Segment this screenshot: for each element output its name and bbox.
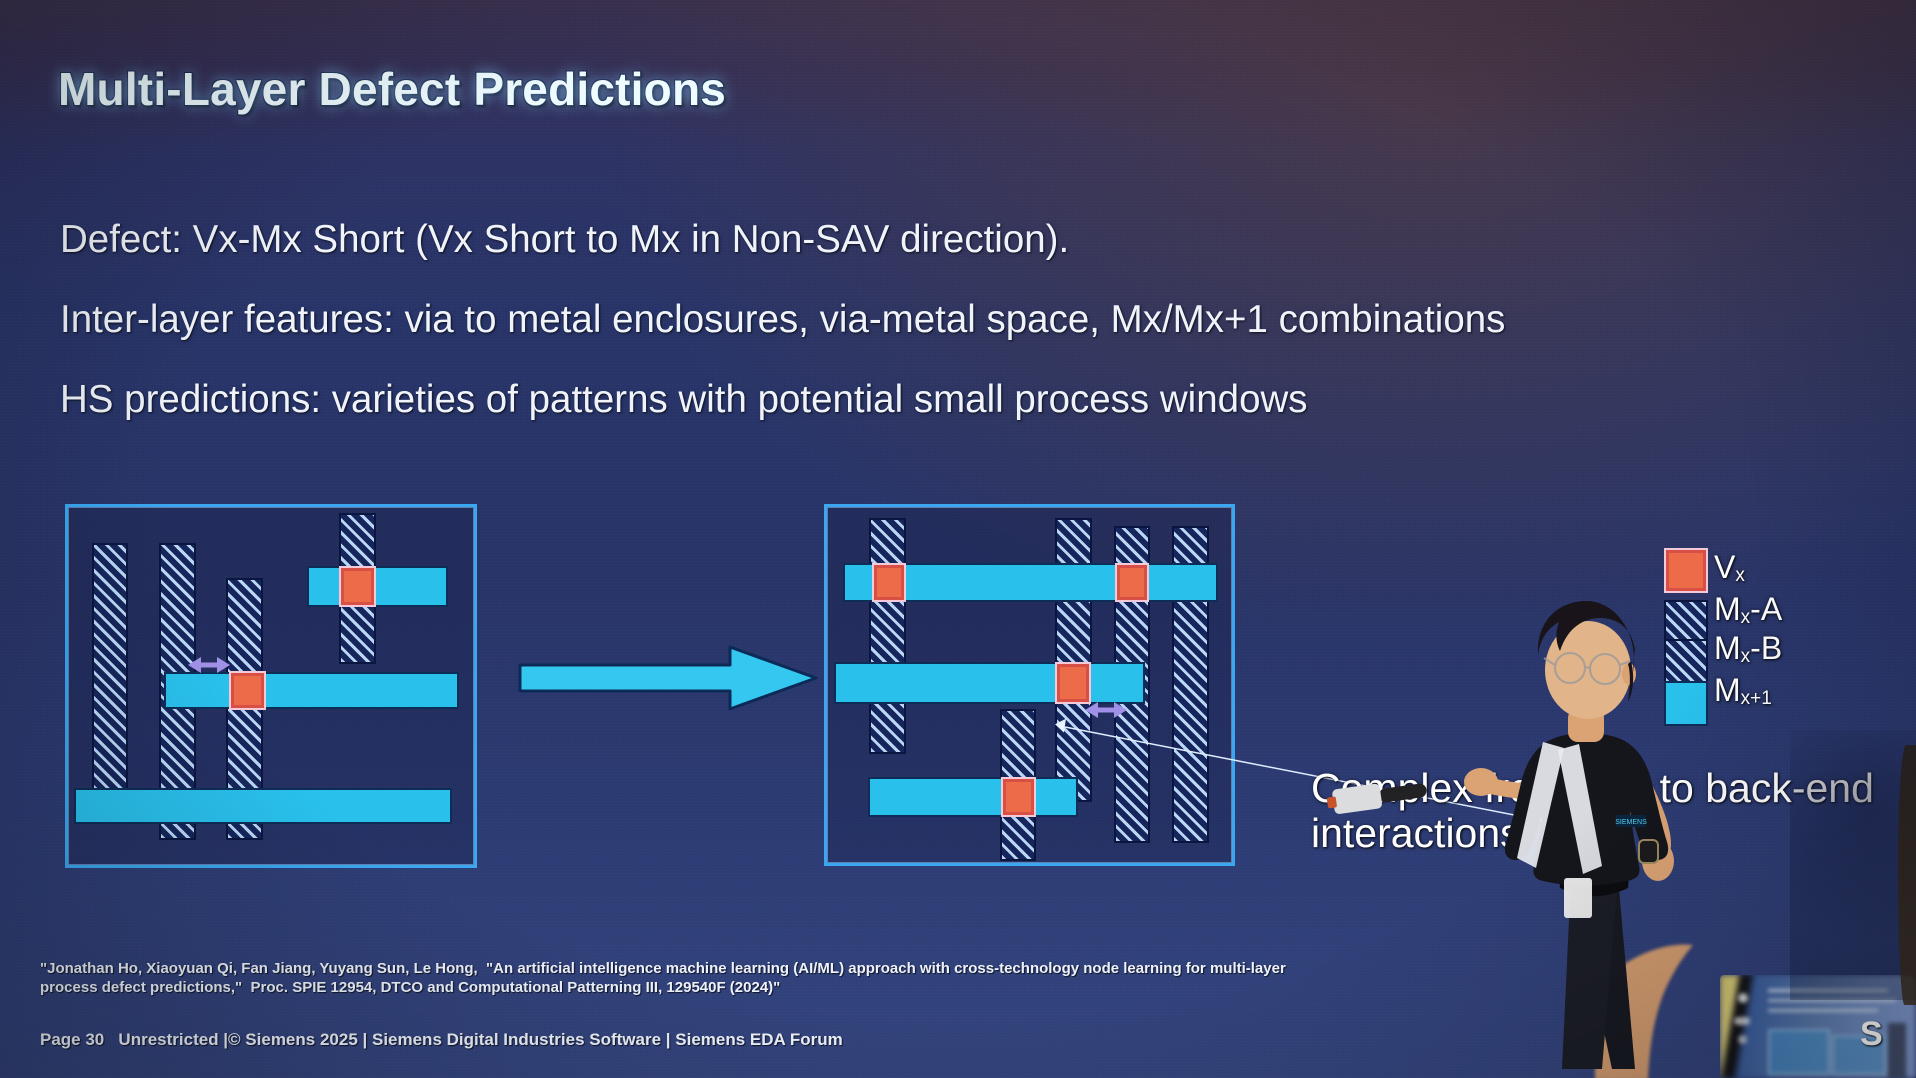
svg-text:SIEMENS: SIEMENS (1615, 819, 1647, 826)
